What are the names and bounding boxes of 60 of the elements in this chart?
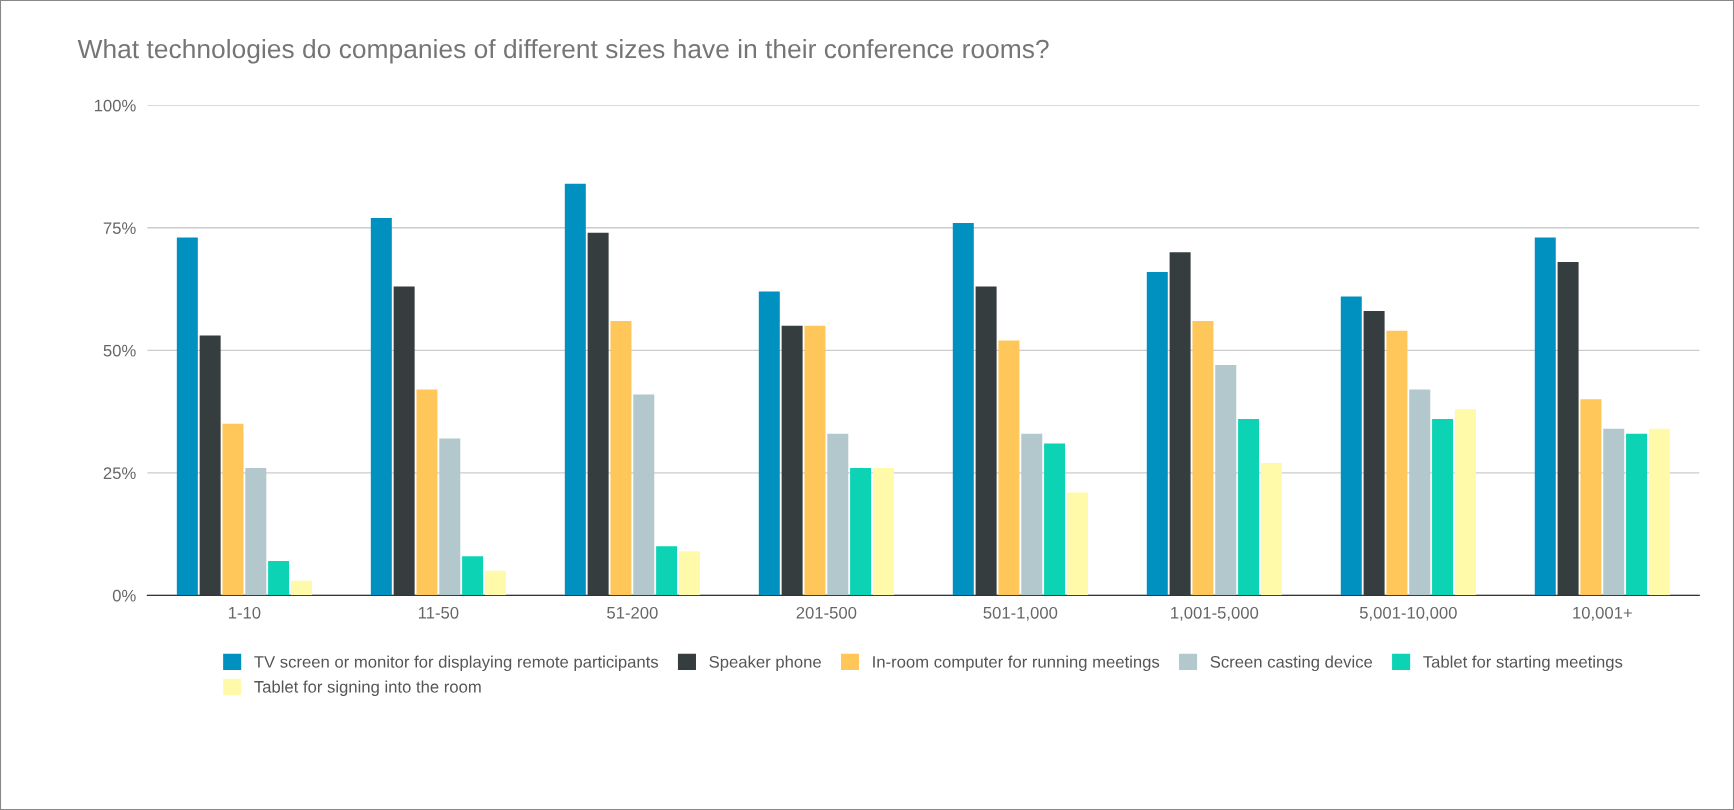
legend-label: Screen casting device — [1210, 655, 1373, 672]
bar — [462, 556, 484, 596]
bar — [610, 320, 632, 596]
bar — [222, 423, 244, 596]
bar — [656, 546, 678, 596]
bar — [1432, 418, 1454, 596]
legend-label: TV screen or monitor for displaying remote participants — [254, 655, 659, 672]
legend-label: Speaker phone — [709, 655, 821, 672]
y-tick-label: 100% — [94, 99, 136, 112]
legend-label: Tablet for starting meetings — [1423, 655, 1623, 672]
x-tick-label: 501-1,000 — [983, 606, 1058, 621]
bar — [564, 183, 586, 596]
y-tick-label: 50% — [103, 344, 136, 357]
y-tick-label: 25% — [103, 467, 136, 480]
bar — [1066, 492, 1088, 596]
legend-label: Tablet for signing into the room — [254, 680, 481, 697]
x-tick-label: 10,001+ — [1573, 606, 1632, 621]
chart-title: What technologies do companies of different sizes have in their conference rooms? — [77, 38, 1049, 64]
y-tick-label: 75% — [103, 222, 136, 235]
legend-label: In-room computer for running meetings — [873, 655, 1160, 672]
x-tick-label: 51-200 — [607, 606, 658, 619]
bar — [1146, 271, 1168, 596]
bar — [290, 580, 312, 596]
x-tick-label: 1-10 — [228, 606, 261, 619]
bar — [633, 394, 655, 596]
bar — [1340, 296, 1362, 596]
bar — [268, 561, 290, 596]
bar — [998, 340, 1020, 596]
bar — [678, 551, 700, 596]
bar — [872, 467, 894, 596]
y-tick-label: 0% — [112, 589, 136, 602]
bar — [370, 218, 392, 596]
bar — [245, 467, 267, 596]
bar — [758, 291, 780, 596]
bar — [1238, 418, 1260, 596]
bar — [1409, 389, 1431, 596]
bar — [1386, 330, 1408, 596]
bar — [1021, 433, 1043, 596]
bar — [1454, 409, 1476, 596]
bar — [1260, 463, 1282, 596]
bar — [484, 570, 506, 596]
bar — [1215, 365, 1237, 596]
bar — [952, 222, 974, 596]
bar — [1534, 237, 1556, 596]
bar — [804, 325, 826, 596]
x-tick-label: 201-500 — [796, 606, 857, 619]
bar — [1044, 443, 1066, 596]
x-tick-label: 5,001-10,000 — [1359, 606, 1457, 621]
x-tick-label: 1,001-5,000 — [1171, 606, 1259, 621]
bar — [850, 467, 872, 596]
bar — [176, 237, 198, 596]
bar — [439, 438, 461, 596]
x-tick-label: 11-50 — [418, 606, 459, 619]
bar — [1192, 320, 1214, 596]
bar — [1603, 428, 1625, 596]
bar — [1626, 433, 1648, 596]
bar — [1580, 399, 1602, 596]
bar — [827, 433, 849, 596]
bar — [416, 389, 438, 596]
bar — [1648, 428, 1670, 596]
